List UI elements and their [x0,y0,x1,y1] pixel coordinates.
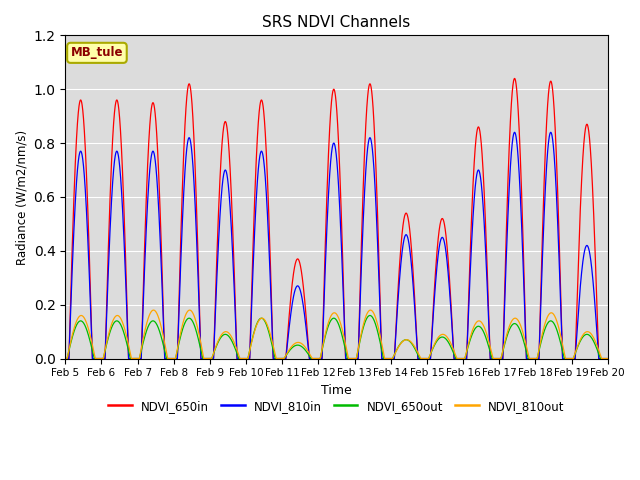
NDVI_650in [269,349,277,355]
NDVI_810in [269,350,277,356]
NDVI_810in [511,130,518,135]
NDVI_650in [604,356,612,361]
NDVI_810in [61,356,69,361]
NDVI_650in [401,213,408,219]
NDVI_810out [604,356,612,361]
Legend: NDVI_650in, NDVI_810in, NDVI_650out, NDVI_810out: NDVI_650in, NDVI_810in, NDVI_650out, NDV… [104,395,570,417]
Y-axis label: Radiance (W/m2/nm/s): Radiance (W/m2/nm/s) [15,130,28,264]
NDVI_650out [126,355,134,360]
NDVI_650out [575,341,583,347]
NDVI_650out [269,347,277,352]
NDVI_650in [61,356,69,361]
NDVI_810in [604,356,612,361]
NDVI_650out [554,329,561,335]
Title: SRS NDVI Channels: SRS NDVI Channels [262,15,411,30]
Line: NDVI_650in: NDVI_650in [65,78,608,359]
NDVI_810out [575,340,583,346]
Line: NDVI_810in: NDVI_810in [65,132,608,359]
NDVI_650out [604,356,612,361]
X-axis label: Time: Time [321,384,352,397]
NDVI_810in [551,167,559,173]
NDVI_650in [554,189,561,194]
NDVI_650out [366,312,374,318]
NDVI_650in [511,75,518,81]
NDVI_650out [401,337,408,343]
NDVI_650out [551,323,559,328]
NDVI_650in [575,240,583,246]
Line: NDVI_650out: NDVI_650out [65,315,608,359]
NDVI_810out [126,349,134,355]
NDVI_650in [126,356,134,361]
NDVI_810out [554,321,561,327]
NDVI_810out [269,343,277,348]
NDVI_810out [401,337,408,343]
Line: NDVI_810out: NDVI_810out [65,310,608,359]
NDVI_650out [61,356,69,361]
NDVI_810out [150,307,157,313]
NDVI_650in [551,125,559,131]
NDVI_810in [126,356,134,361]
NDVI_810out [551,314,559,320]
Text: MB_tule: MB_tule [70,47,124,60]
NDVI_810in [554,219,561,225]
NDVI_810out [61,356,69,361]
NDVI_810in [401,234,408,240]
NDVI_810in [575,300,583,306]
